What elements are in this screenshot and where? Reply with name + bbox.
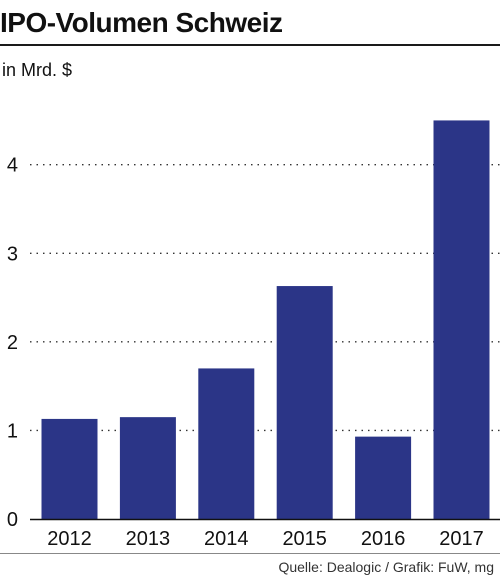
- x-tick-label: 2012: [47, 528, 92, 550]
- bar-2015: [276, 286, 333, 519]
- x-tick-label: 2013: [126, 528, 171, 550]
- chart-title: IPO-Volumen Schweiz: [0, 7, 283, 38]
- x-tick-label: 2016: [361, 528, 406, 550]
- y-tick-label: 0: [7, 509, 18, 531]
- x-tick-label: 2015: [282, 528, 327, 550]
- y-tick-label: 1: [7, 420, 18, 442]
- y-axis-unit-label: in Mrd. $: [2, 60, 73, 80]
- bar-2016: [355, 436, 412, 519]
- bar-2012: [41, 418, 98, 519]
- x-tick-label: 2017: [439, 528, 484, 550]
- gridlines: [30, 164, 500, 432]
- x-axis-ticks: 2012 2013 2014 2015 2016 2017: [47, 528, 484, 550]
- x-tick-label: 2014: [204, 528, 249, 550]
- title-divider: [0, 44, 500, 46]
- y-axis-ticks: 0 1 2 3 4: [7, 155, 18, 531]
- bar-2014: [198, 368, 255, 519]
- y-tick-label: 4: [7, 155, 18, 177]
- bars: [41, 120, 490, 519]
- y-tick-label: 2: [7, 332, 18, 354]
- bar-2017: [433, 120, 490, 519]
- y-tick-label: 3: [7, 243, 18, 265]
- bar-2013: [119, 417, 176, 519]
- source-note: Quelle: Dealogic / Grafik: FuW, mg: [278, 559, 494, 575]
- footer-divider: [0, 553, 500, 554]
